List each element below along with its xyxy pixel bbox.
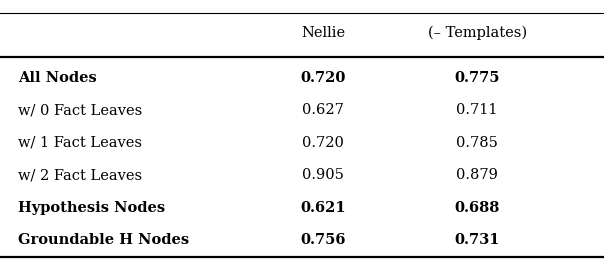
Text: w/ 0 Fact Leaves: w/ 0 Fact Leaves <box>18 103 143 117</box>
Text: (– Templates): (– Templates) <box>428 26 527 40</box>
Text: 0.720: 0.720 <box>302 136 344 150</box>
Text: 0.711: 0.711 <box>457 103 498 117</box>
Text: Hypothesis Nodes: Hypothesis Nodes <box>18 201 165 215</box>
Text: 0.775: 0.775 <box>454 71 500 85</box>
Text: 0.621: 0.621 <box>300 201 346 215</box>
Text: 0.879: 0.879 <box>456 168 498 182</box>
Text: 0.785: 0.785 <box>456 136 498 150</box>
Text: w/ 2 Fact Leaves: w/ 2 Fact Leaves <box>18 168 143 182</box>
Text: 0.720: 0.720 <box>300 71 346 85</box>
Text: 0.627: 0.627 <box>302 103 344 117</box>
Text: 0.688: 0.688 <box>454 201 500 215</box>
Text: All Nodes: All Nodes <box>18 71 97 85</box>
Text: Nellie: Nellie <box>301 26 345 40</box>
Text: w/ 1 Fact Leaves: w/ 1 Fact Leaves <box>18 136 142 150</box>
Text: 0.731: 0.731 <box>454 233 500 247</box>
Text: 0.756: 0.756 <box>300 233 346 247</box>
Text: 0.905: 0.905 <box>302 168 344 182</box>
Text: Groundable H Nodes: Groundable H Nodes <box>18 233 189 247</box>
